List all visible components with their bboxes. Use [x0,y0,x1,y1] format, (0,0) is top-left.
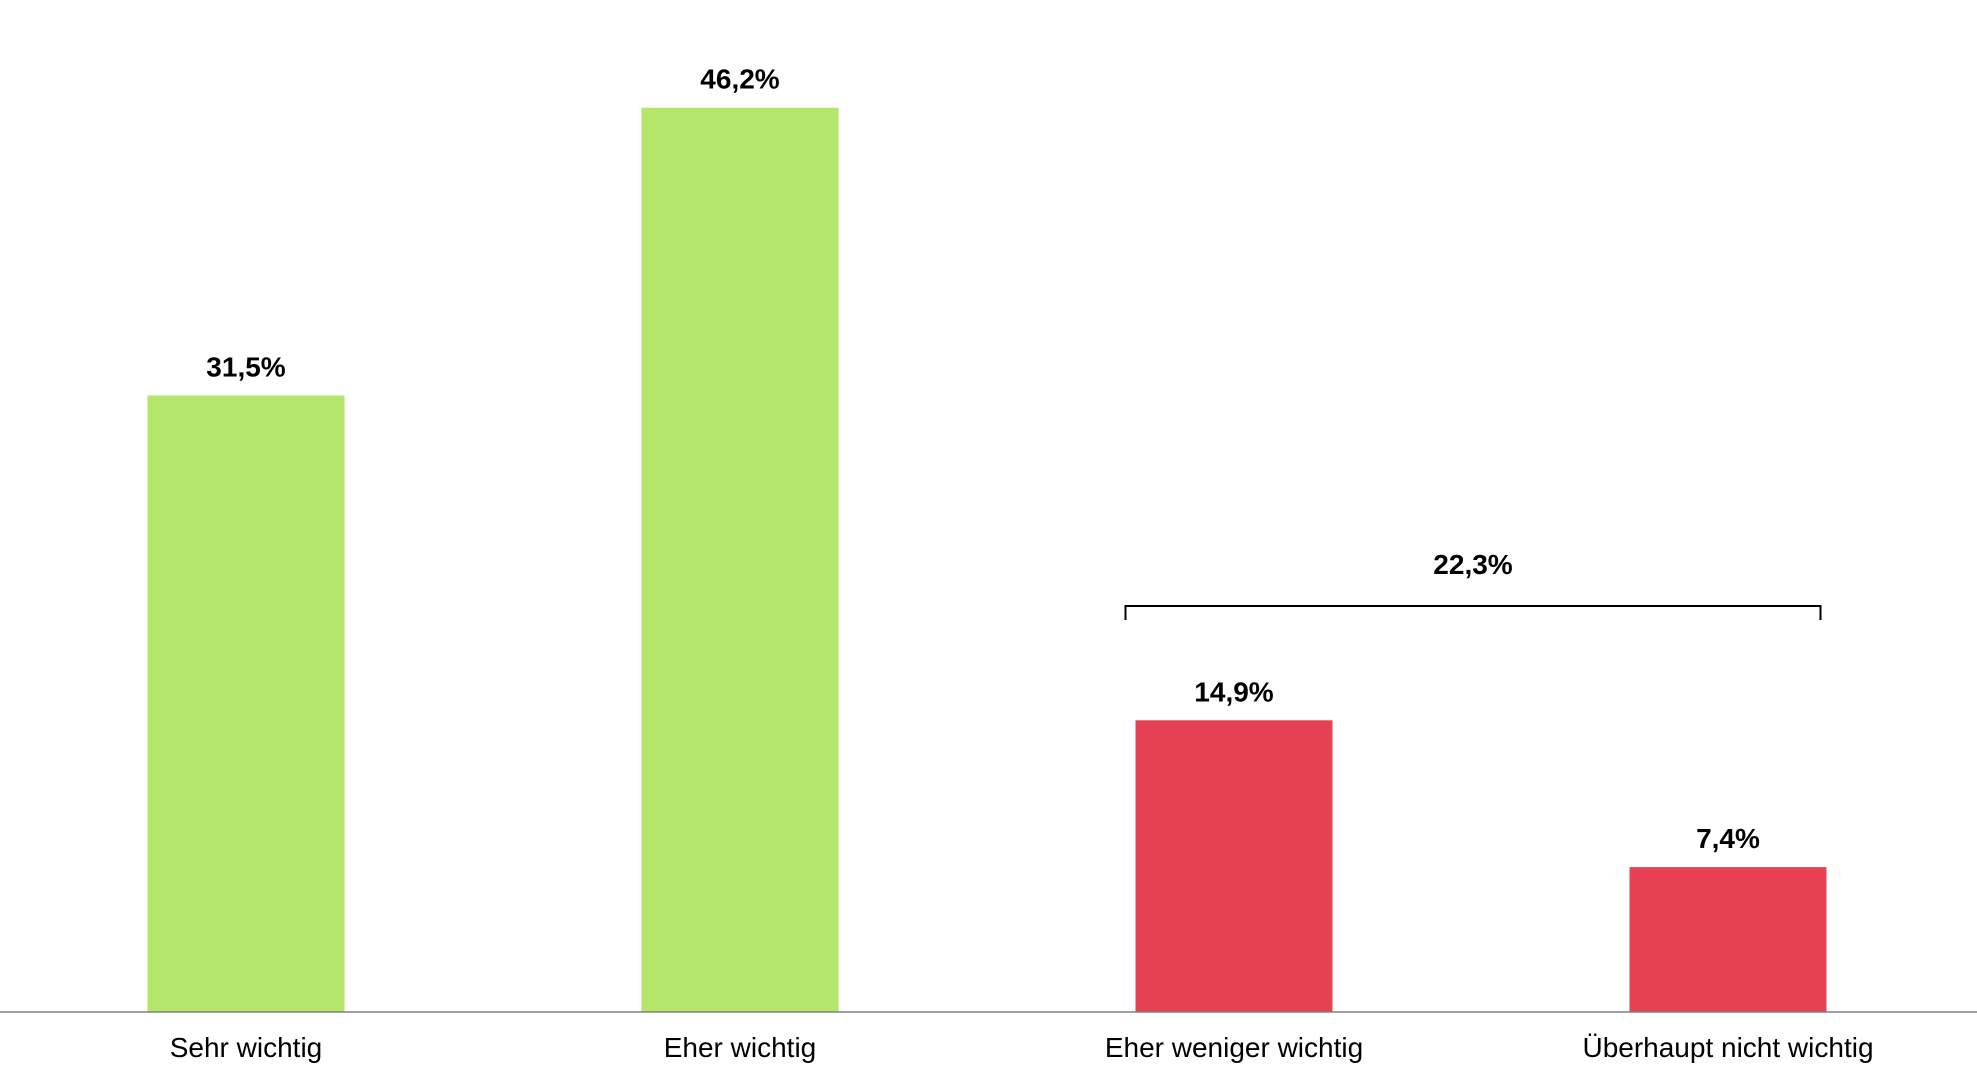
category-label-4: Überhaupt nicht wichtig [1582,1032,1873,1063]
bar-4 [1629,867,1827,1012]
value-label-3: 14,9% [1194,676,1273,707]
bar-3 [1135,720,1333,1012]
category-label-3: Eher weniger wichtig [1105,1032,1363,1063]
category-label-2: Eher wichtig [664,1032,817,1063]
category-label-1: Sehr wichtig [170,1032,323,1063]
value-label-4: 7,4% [1696,823,1760,854]
value-label-1: 31,5% [206,351,285,382]
group-total-label-2: 22,3% [1433,549,1512,580]
bar-1 [147,395,345,1012]
value-label-2: 46,2% [700,64,779,95]
bar-2 [641,107,839,1012]
group-bracket-2 [1124,605,1822,621]
